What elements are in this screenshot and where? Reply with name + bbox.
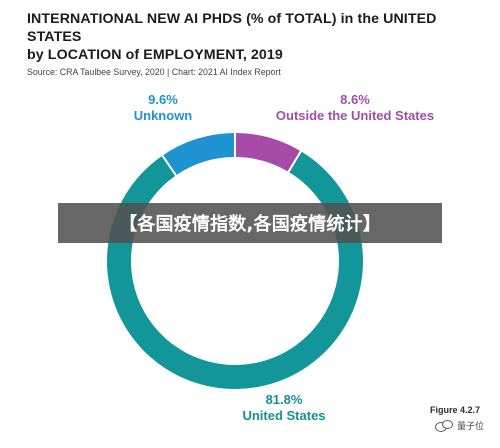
donut-separator-3 <box>287 149 303 174</box>
chat-bubble-icon <box>434 419 453 432</box>
chat-bubble-icon-right <box>441 419 453 429</box>
united-states-value: 81.8% <box>265 392 303 407</box>
united-states-name: United States <box>242 408 326 423</box>
chart-title: INTERNATIONAL NEW AI PHDS (% of TOTAL) i… <box>27 10 477 64</box>
unknown-value: 9.6% <box>148 92 178 107</box>
donut-slice-united-states <box>107 151 364 389</box>
label-unknown: 9.6% Unknown <box>118 92 208 124</box>
figure-label: Figure 4.2.7 <box>429 405 480 415</box>
chart-title-line-2: by LOCATION of EMPLOYMENT, 2019 <box>27 47 283 63</box>
label-united-states: 81.8% United States <box>222 392 346 424</box>
outside-value: 8.6% <box>340 92 370 107</box>
donut-slice-unknown <box>162 133 235 176</box>
label-outside: 8.6% Outside the United States <box>262 92 448 124</box>
outside-name: Outside the United States <box>275 108 435 123</box>
overlay-banner: 【各国疫情指数,各国疫情统计】 <box>58 203 442 243</box>
watermark-text: 量子位 <box>456 422 484 432</box>
chart-source: Source: CRA Taulbee Survey, 2020 | Chart… <box>27 67 281 77</box>
unknown-name: Unknown <box>133 108 193 123</box>
chart-header: INTERNATIONAL NEW AI PHDS (% of TOTAL) i… <box>27 10 477 78</box>
donut-slice-outside-united-states <box>235 133 301 172</box>
chart-title-line-1: INTERNATIONAL NEW AI PHDS (% of TOTAL) i… <box>27 11 437 45</box>
donut-separator-1 <box>160 154 178 177</box>
watermark: 量子位 <box>434 419 484 432</box>
